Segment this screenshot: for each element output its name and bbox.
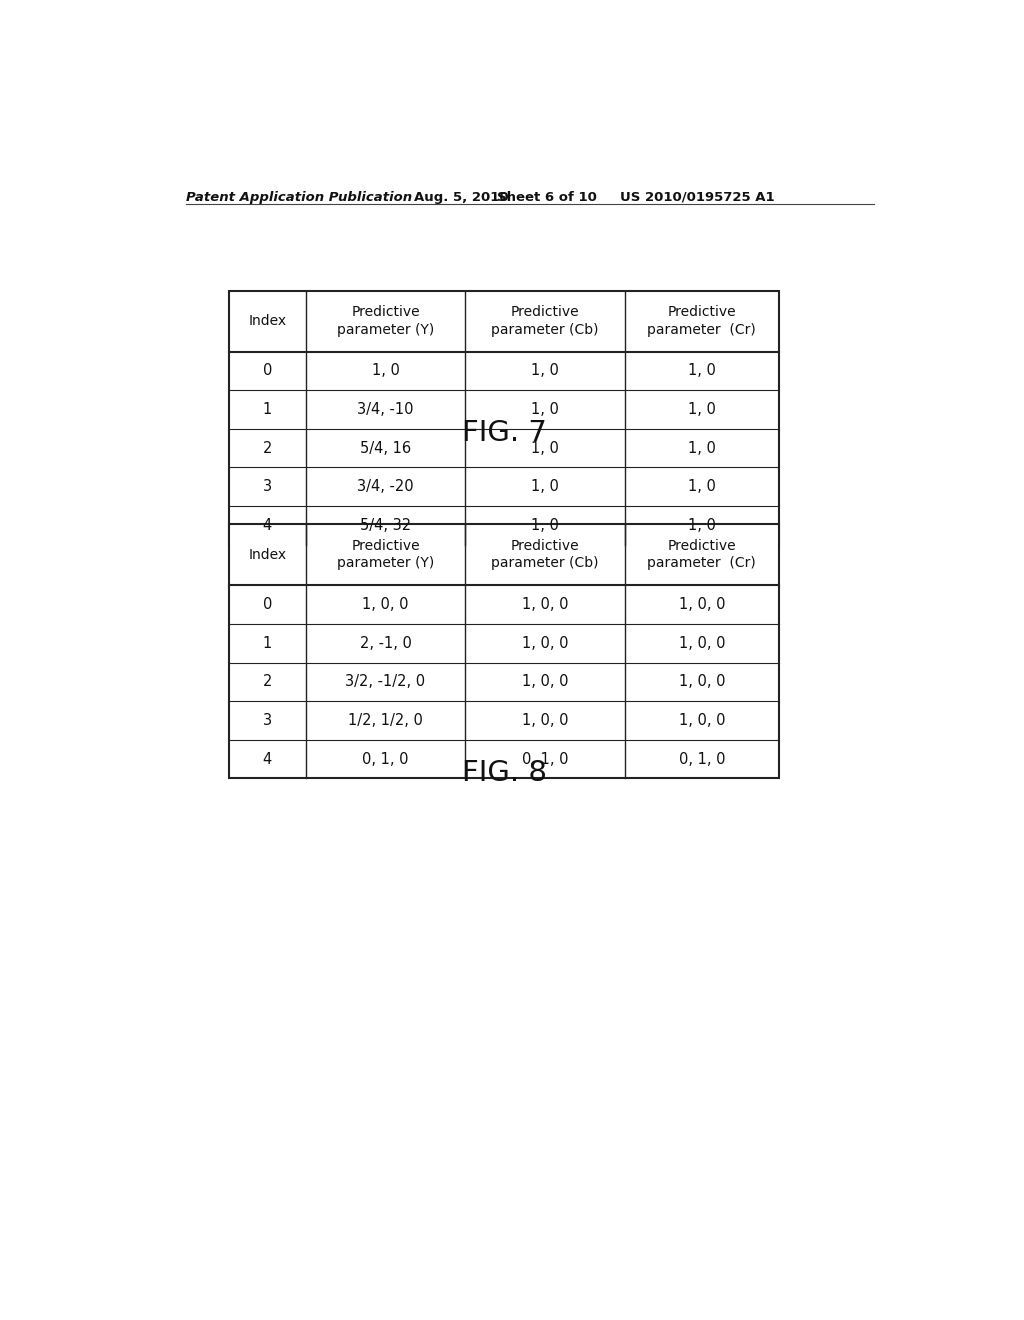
Text: 4: 4: [263, 751, 272, 767]
Text: 1, 0: 1, 0: [531, 479, 559, 494]
Text: 1, 0, 0: 1, 0, 0: [522, 713, 568, 727]
Text: 1, 0: 1, 0: [688, 403, 716, 417]
Text: 1: 1: [263, 636, 272, 651]
Text: 2: 2: [262, 675, 272, 689]
Text: 1, 0, 0: 1, 0, 0: [679, 675, 725, 689]
Text: 0, 1, 0: 0, 1, 0: [522, 751, 568, 767]
Text: 0: 0: [262, 363, 272, 379]
Text: 1, 0: 1, 0: [531, 441, 559, 455]
Text: 4: 4: [263, 517, 272, 533]
Text: 3: 3: [263, 713, 271, 727]
Text: Predictive
parameter  (Cr): Predictive parameter (Cr): [647, 305, 756, 337]
Text: Index: Index: [248, 314, 287, 329]
Text: 1, 0, 0: 1, 0, 0: [522, 675, 568, 689]
Bar: [228, 524, 778, 779]
Text: 1, 0: 1, 0: [688, 479, 716, 494]
Text: Aug. 5, 2010: Aug. 5, 2010: [414, 190, 508, 203]
Text: 3: 3: [263, 479, 271, 494]
Text: Predictive
parameter  (Cr): Predictive parameter (Cr): [647, 539, 756, 570]
Text: 0, 1, 0: 0, 1, 0: [679, 751, 725, 767]
Text: 5/4, 16: 5/4, 16: [360, 441, 411, 455]
Text: Predictive
parameter (Y): Predictive parameter (Y): [337, 305, 434, 337]
Text: 1, 0, 0: 1, 0, 0: [522, 636, 568, 651]
Text: 1, 0: 1, 0: [688, 441, 716, 455]
Text: 3/4, -20: 3/4, -20: [357, 479, 414, 494]
Text: Predictive
parameter (Cb): Predictive parameter (Cb): [492, 539, 599, 570]
Text: 1, 0, 0: 1, 0, 0: [679, 597, 725, 612]
Text: 1, 0, 0: 1, 0, 0: [679, 713, 725, 727]
Text: 1, 0: 1, 0: [531, 403, 559, 417]
Text: 1, 0: 1, 0: [531, 517, 559, 533]
Text: Patent Application Publication: Patent Application Publication: [186, 190, 412, 203]
Text: 0: 0: [262, 597, 272, 612]
Text: FIG. 7: FIG. 7: [462, 418, 547, 447]
Text: FIG. 8: FIG. 8: [462, 759, 547, 787]
Text: 1/2, 1/2, 0: 1/2, 1/2, 0: [348, 713, 423, 727]
Text: Predictive
parameter (Y): Predictive parameter (Y): [337, 539, 434, 570]
Text: 3/2, -1/2, 0: 3/2, -1/2, 0: [345, 675, 426, 689]
Text: 1, 0, 0: 1, 0, 0: [362, 597, 409, 612]
Text: 5/4, 32: 5/4, 32: [360, 517, 411, 533]
Text: 1, 0, 0: 1, 0, 0: [679, 636, 725, 651]
Text: 1, 0: 1, 0: [688, 363, 716, 379]
Text: 1, 0: 1, 0: [372, 363, 399, 379]
Text: Predictive
parameter (Cb): Predictive parameter (Cb): [492, 305, 599, 337]
Text: Index: Index: [248, 548, 287, 562]
Text: 1, 0: 1, 0: [688, 517, 716, 533]
Text: US 2010/0195725 A1: US 2010/0195725 A1: [620, 190, 775, 203]
Text: 2, -1, 0: 2, -1, 0: [359, 636, 412, 651]
Text: 1, 0, 0: 1, 0, 0: [522, 597, 568, 612]
Text: 1, 0: 1, 0: [531, 363, 559, 379]
Text: 1: 1: [263, 403, 272, 417]
Text: Sheet 6 of 10: Sheet 6 of 10: [497, 190, 597, 203]
Bar: [228, 290, 778, 545]
Text: 2: 2: [262, 441, 272, 455]
Text: 3/4, -10: 3/4, -10: [357, 403, 414, 417]
Text: 0, 1, 0: 0, 1, 0: [362, 751, 409, 767]
